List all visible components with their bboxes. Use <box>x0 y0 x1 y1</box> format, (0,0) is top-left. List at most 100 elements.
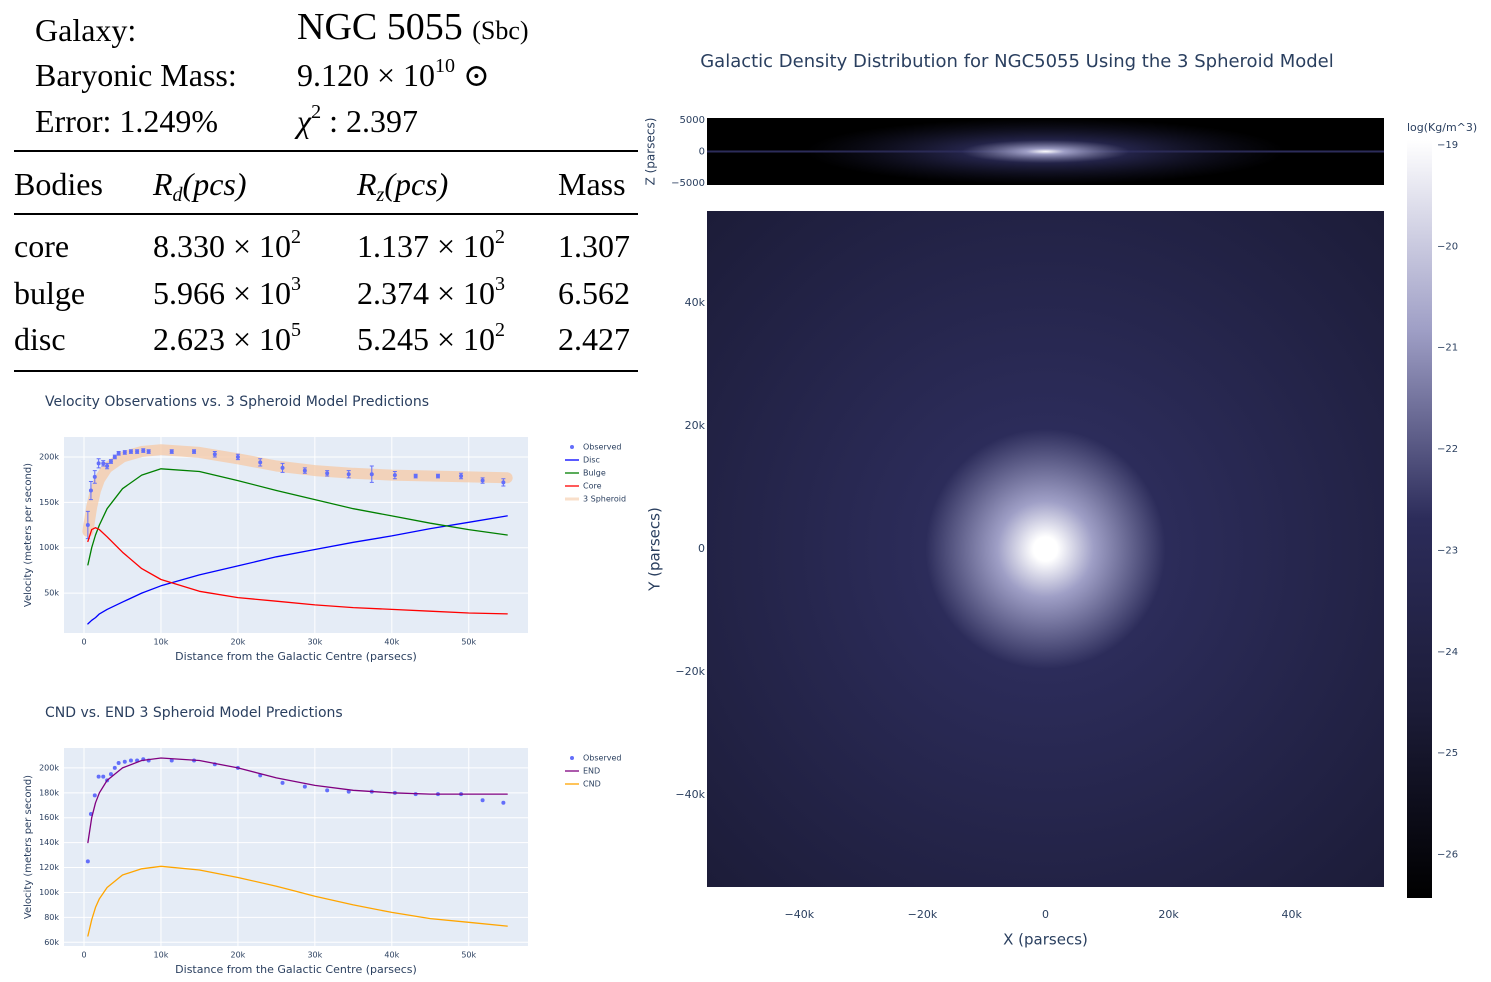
table-header: Rd(pcs) <box>153 166 247 205</box>
data-point <box>85 523 90 528</box>
x-tick-label: 30k <box>307 951 322 960</box>
x-axis-label: Distance from the Galactic Centre (parse… <box>175 963 417 976</box>
x-axis-label: X (parsecs) <box>1003 931 1088 949</box>
x-tick-label: 0 <box>81 951 86 960</box>
z-tick-label: 5000 <box>680 115 705 126</box>
data-point <box>92 793 97 798</box>
y-tick-label: −40k <box>675 788 705 801</box>
data-point <box>413 474 418 479</box>
table-cell: 6.562 <box>558 274 630 311</box>
x-tick-label: −20k <box>908 908 938 921</box>
x-tick-label: 40k <box>384 951 399 960</box>
mass-base: 9.120 × 10 <box>297 57 436 93</box>
cell-base: 2.623 × 10 <box>153 321 292 357</box>
cell-exp: 5 <box>291 319 302 341</box>
table-header: Bodies <box>14 166 103 202</box>
data-point <box>96 461 101 466</box>
data-point <box>141 448 146 453</box>
data-point <box>212 452 217 457</box>
y-tick-label: 80k <box>44 913 59 922</box>
colorbar-tick-label: −26 <box>1437 849 1458 860</box>
y-axis-label: Velocity (meters per second) <box>23 775 34 919</box>
header-base: R <box>357 166 377 202</box>
y-tick-label: 100k <box>39 543 59 552</box>
data-point <box>459 474 464 479</box>
data-point <box>346 472 351 477</box>
cell-exp: 2 <box>291 226 302 248</box>
x-tick-label: 50k <box>461 638 476 647</box>
table-header: Mass <box>558 166 626 202</box>
series-line <box>87 757 508 844</box>
series-line <box>87 865 508 937</box>
data-point <box>369 472 374 477</box>
data-point <box>146 449 151 454</box>
data-point <box>480 798 485 803</box>
colorbar-tick-label: −22 <box>1437 444 1458 455</box>
data-point <box>258 460 263 465</box>
data-point <box>501 480 506 485</box>
y-tick-label: −20k <box>675 665 705 678</box>
table-cell: 2.623 × 105 <box>153 320 301 357</box>
header-rest: (pcs) <box>182 166 247 202</box>
x-axis-label: Distance from the Galactic Centre (parse… <box>175 650 417 663</box>
data-point <box>96 774 101 779</box>
x-tick-label: 40k <box>1281 908 1302 921</box>
data-point <box>112 765 117 770</box>
colorbar <box>1407 140 1432 898</box>
chi-exp: 2 <box>311 101 322 123</box>
legend-label: Observed <box>583 754 622 763</box>
data-point <box>112 454 117 459</box>
x-tick-label: 20k <box>230 951 245 960</box>
table-cell: 8.330 × 102 <box>153 227 301 262</box>
data-point <box>92 474 97 479</box>
data-point <box>392 473 397 478</box>
x-tick-label: −40k <box>785 908 815 921</box>
x-tick-label: 30k <box>307 638 322 647</box>
mass-exp: 10 <box>435 55 456 77</box>
plot-area <box>64 748 528 946</box>
x-tick-label: 0 <box>1042 908 1049 921</box>
table-cell: core <box>14 228 70 264</box>
table-rule <box>14 213 638 215</box>
cell-exp: 3 <box>291 272 302 295</box>
data-point <box>435 474 440 479</box>
data-point <box>108 772 113 777</box>
galaxy-type: (Sbc) <box>472 16 529 45</box>
legend-label: Disc <box>583 456 600 465</box>
mass-label: Baryonic Mass: <box>35 57 237 93</box>
colorbar-title: log(Kg/m^3) <box>1407 121 1477 134</box>
chart-title: CND vs. END 3 Spheroid Model Predictions <box>45 705 343 721</box>
density-map <box>707 211 1384 887</box>
y-axis-label: Velocity (meters per second) <box>23 463 34 607</box>
chi-value: χ2 : 2.397 <box>297 102 418 139</box>
y-tick-label: 60k <box>44 938 59 947</box>
data-point <box>108 459 113 464</box>
data-point <box>116 760 121 765</box>
cell-exp: 3 <box>495 272 506 295</box>
chart-title: Galactic Density Distribution for NGC505… <box>700 51 1334 72</box>
x-tick-label: 40k <box>384 638 399 647</box>
mass-value: 9.120 × 1010 ⊙ <box>297 56 490 93</box>
y-tick-label: 20k <box>685 419 706 432</box>
data-point <box>325 471 330 476</box>
table-cell: 2.427 <box>558 321 630 357</box>
header-base: R <box>153 166 173 202</box>
table-cell: 2.374 × 103 <box>357 274 505 309</box>
legend-label: 3 Spheroid <box>583 495 626 504</box>
chi-symbol: χ <box>297 103 312 139</box>
table-cell: 5.245 × 102 <box>357 320 505 355</box>
data-point <box>122 759 127 764</box>
x-tick-label: 10k <box>154 638 169 647</box>
data-point <box>169 758 174 763</box>
chart-title: Velocity Observations vs. 3 Spheroid Mod… <box>45 394 429 410</box>
table-cell: bulge <box>14 274 86 311</box>
data-point <box>85 859 90 864</box>
error-label: Error: 1.249% <box>35 103 219 139</box>
data-point <box>346 789 351 794</box>
cell-exp: 2 <box>495 319 506 341</box>
legend-marker <box>570 756 574 760</box>
data-point <box>325 788 330 793</box>
x-tick-label: 20k <box>230 638 245 647</box>
data-point <box>192 449 197 454</box>
